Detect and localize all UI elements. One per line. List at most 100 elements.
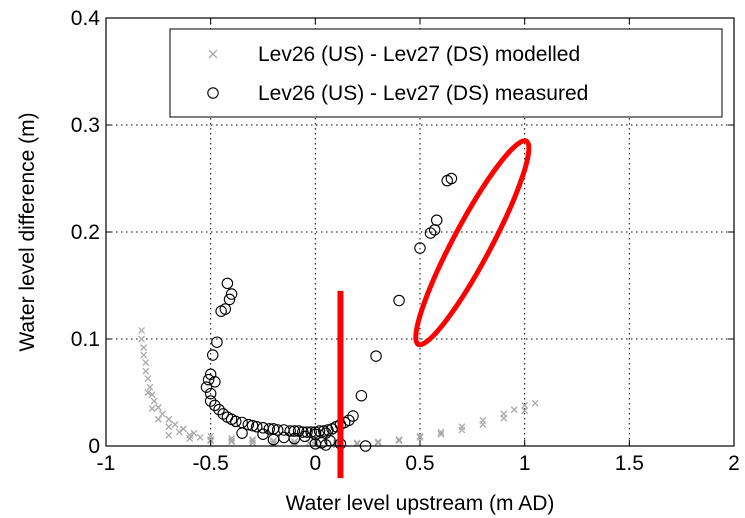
data-point-measured: [250, 420, 263, 433]
annotation-ellipse: [413, 138, 532, 348]
legend-box: [169, 28, 723, 118]
data-point-measured: [207, 349, 219, 361]
data-point-measured: [393, 294, 405, 307]
data-point-measured: [242, 418, 255, 431]
y-tick-label: 0.2: [71, 221, 100, 244]
x-tick-label: 2: [728, 452, 740, 475]
data-point-modelled: [416, 432, 424, 440]
data-point-modelled: [437, 430, 445, 438]
data-point-measured: [430, 214, 443, 226]
data-point-modelled: [171, 421, 179, 429]
legend-label-measured: Lev26 (US) - Lev27 (DS) measured: [258, 82, 588, 105]
x-axis-label: Water level upstream (m AD): [286, 492, 555, 515]
y-axis-label: Water level difference (m): [16, 112, 39, 351]
data-point-modelled: [374, 438, 382, 446]
annotations: [337, 138, 532, 479]
data-point-modelled: [142, 359, 150, 366]
data-point-modelled: [521, 407, 529, 415]
data-point-modelled: [144, 375, 152, 383]
data-point-measured: [215, 305, 227, 317]
data-point-measured: [204, 395, 217, 407]
data-point-modelled: [154, 404, 162, 411]
x-tick-label: 0: [309, 452, 321, 475]
data-point-modelled: [458, 426, 466, 434]
x-tick-label: -1: [97, 452, 116, 475]
data-point-measured: [230, 415, 242, 428]
data-point-modelled: [190, 429, 198, 437]
data-point-modelled: [142, 367, 150, 375]
data-point-modelled: [374, 439, 382, 447]
legend-icon-circle: [207, 87, 219, 99]
data-point-measured: [320, 439, 332, 451]
series-modelled: [138, 326, 539, 449]
data-point-modelled: [353, 439, 361, 447]
data-point-modelled: [146, 383, 154, 391]
data-point-measured: [343, 414, 355, 427]
data-point-measured: [322, 424, 334, 436]
data-point-measured: [317, 425, 330, 437]
data-point-modelled: [196, 433, 204, 441]
data-point-measured: [200, 381, 213, 393]
y-tick-label: 0.4: [71, 7, 101, 30]
data-point-modelled: [416, 433, 424, 441]
data-point-measured: [209, 399, 221, 412]
data-point-modelled: [249, 439, 256, 447]
data-point-measured: [370, 350, 382, 362]
data-point-measured: [414, 242, 426, 254]
x-tick-label: 1: [519, 452, 531, 475]
data-point-modelled: [521, 401, 529, 409]
data-point-modelled: [531, 399, 539, 407]
legend-icon-x: [208, 49, 218, 59]
data-point-modelled: [510, 406, 518, 414]
data-point-measured: [347, 410, 359, 422]
legend: Lev26 (US) - Lev27 (DS) modelled Lev26 (…: [169, 28, 723, 118]
data-point-modelled: [150, 397, 158, 405]
data-point-modelled: [165, 431, 173, 439]
data-point-modelled: [479, 421, 487, 429]
data-point-measured: [271, 424, 284, 436]
data-point-measured: [209, 376, 221, 388]
data-point-modelled: [500, 414, 508, 422]
data-point-modelled: [140, 351, 148, 359]
data-point-measured: [202, 373, 215, 386]
data-point-modelled: [138, 335, 146, 343]
x-ticks: -1 -0.5 0 0.5 1 1.5 2: [97, 18, 740, 475]
data-point-measured: [221, 277, 234, 290]
data-point-modelled: [228, 438, 236, 446]
data-point-modelled: [395, 436, 403, 444]
data-point-modelled: [228, 437, 236, 445]
data-point-modelled: [395, 437, 403, 445]
x-tick-label: -0.5: [193, 452, 229, 475]
data-point-modelled: [144, 389, 152, 396]
data-point-modelled: [159, 410, 166, 418]
data-point-measured: [217, 408, 229, 420]
data-point-modelled: [138, 326, 146, 334]
data-point-modelled: [148, 391, 156, 399]
data-point-measured: [204, 387, 217, 400]
data-point-modelled: [179, 425, 187, 433]
data-point-measured: [445, 172, 458, 185]
data-point-modelled: [249, 437, 256, 445]
data-point-modelled: [165, 415, 173, 423]
data-point-measured: [211, 336, 223, 348]
data-point-measured: [267, 433, 280, 446]
data-point-measured: [213, 403, 225, 416]
x-tick-label: 1.5: [615, 452, 644, 475]
data-point-measured: [424, 227, 437, 239]
data-point-measured: [225, 288, 238, 300]
data-point-modelled: [270, 438, 277, 446]
data-point-modelled: [175, 428, 183, 436]
data-point-modelled: [186, 435, 194, 442]
data-point-measured: [257, 428, 269, 440]
y-tick-label: 0: [88, 435, 100, 458]
data-point-modelled: [140, 344, 148, 352]
data-point-measured: [288, 425, 301, 437]
data-point-modelled: [165, 423, 173, 431]
data-point-modelled: [154, 415, 162, 423]
legend-marker-measured: [207, 87, 219, 99]
data-point-measured: [313, 425, 326, 437]
data-point-measured: [355, 389, 368, 402]
y-tick-label: 0.3: [71, 114, 100, 137]
legend-marker-modelled: [208, 49, 218, 59]
